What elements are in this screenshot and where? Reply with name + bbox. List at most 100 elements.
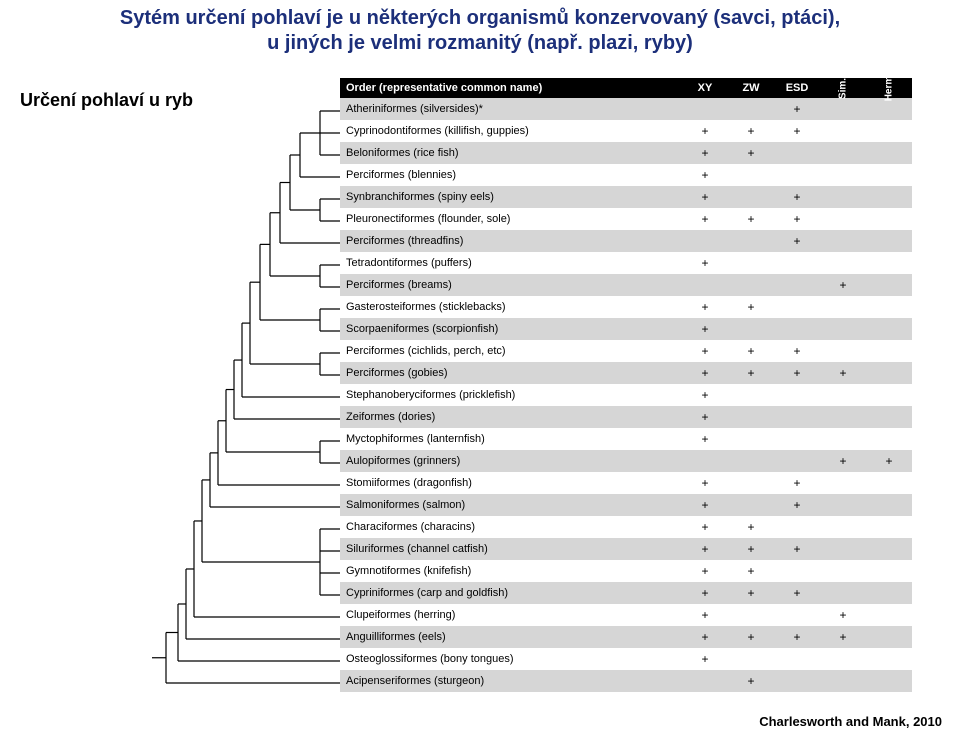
mark-cell <box>866 318 912 340</box>
table-row: Clupeiformes (herring)++ <box>340 604 912 626</box>
mark-cell <box>866 340 912 362</box>
col-sim: Sim. <box>820 78 866 98</box>
mark-cell: + <box>866 450 912 472</box>
mark-cell: + <box>682 428 728 450</box>
mark-cell: + <box>820 604 866 626</box>
table-row: Siluriformes (channel catfish)+++ <box>340 538 912 560</box>
order-name-cell: Zeiformes (dories) <box>340 406 682 428</box>
mark-cell: + <box>774 582 820 604</box>
table-row: Perciformes (breams) + <box>340 274 912 296</box>
mark-cell <box>728 318 774 340</box>
mark-cell <box>820 516 866 538</box>
mark-cell <box>728 384 774 406</box>
mark-cell <box>820 428 866 450</box>
mark-cell: + <box>728 626 774 648</box>
title-line2: u jiných je velmi rozmanitý (např. plazi… <box>267 32 693 54</box>
table-row: Pleuronectiformes (flounder, sole)+++ <box>340 208 912 230</box>
mark-cell <box>820 296 866 318</box>
order-name-cell: Salmoniformes (salmon) <box>340 494 682 516</box>
mark-cell <box>682 450 728 472</box>
mark-cell: + <box>774 472 820 494</box>
order-name-cell: Perciformes (gobies) <box>340 362 682 384</box>
mark-cell <box>820 186 866 208</box>
mark-cell: + <box>774 98 820 120</box>
table-row: Atheriniformes (silversides)*+ <box>340 98 912 120</box>
order-name-cell: Cyprinodontiformes (killifish, guppies) <box>340 120 682 142</box>
mark-cell <box>774 560 820 582</box>
mark-cell <box>682 230 728 252</box>
mark-cell: + <box>682 604 728 626</box>
mark-cell <box>866 142 912 164</box>
order-name-cell: Aulopiformes (grinners) <box>340 450 682 472</box>
mark-cell: + <box>728 340 774 362</box>
mark-cell <box>774 670 820 692</box>
order-name-cell: Perciformes (blennies) <box>340 164 682 186</box>
mark-cell <box>866 648 912 670</box>
mark-cell <box>866 252 912 274</box>
citation: Charlesworth and Mank, 2010 <box>759 714 942 729</box>
table-row: Osteoglossiformes (bony tongues)+ <box>340 648 912 670</box>
mark-cell <box>820 142 866 164</box>
mark-cell <box>866 274 912 296</box>
mark-cell <box>728 406 774 428</box>
mark-cell: + <box>728 120 774 142</box>
table-row: Gasterosteiformes (sticklebacks)++ <box>340 296 912 318</box>
mark-cell: + <box>682 472 728 494</box>
table-row: Gymnotiformes (knifefish)++ <box>340 560 912 582</box>
mark-cell: + <box>728 582 774 604</box>
mark-cell <box>866 604 912 626</box>
order-name-cell: Scorpaeniformes (scorpionfish) <box>340 318 682 340</box>
mark-cell <box>728 450 774 472</box>
mark-cell: + <box>682 186 728 208</box>
table-row: Anguilliformes (eels)++++ <box>340 626 912 648</box>
mark-cell: + <box>728 208 774 230</box>
mark-cell <box>820 670 866 692</box>
table-row: Perciformes (cichlids, perch, etc)+++ <box>340 340 912 362</box>
mark-cell <box>866 362 912 384</box>
table-row: Tetradontiformes (puffers)+ <box>340 252 912 274</box>
order-name-cell: Stephanoberyciformes (pricklefish) <box>340 384 682 406</box>
mark-cell: + <box>682 164 728 186</box>
mark-cell: + <box>682 560 728 582</box>
mark-cell <box>820 538 866 560</box>
mark-cell <box>866 428 912 450</box>
mark-cell <box>728 604 774 626</box>
mark-cell <box>728 164 774 186</box>
mark-cell <box>820 406 866 428</box>
mark-cell: + <box>728 142 774 164</box>
mark-cell <box>728 428 774 450</box>
mark-cell: + <box>728 296 774 318</box>
mark-cell <box>866 296 912 318</box>
mark-cell <box>682 98 728 120</box>
mark-cell <box>820 318 866 340</box>
table-row: Stephanoberyciformes (pricklefish)+ <box>340 384 912 406</box>
mark-cell: + <box>774 362 820 384</box>
col-xy: XY <box>682 78 728 98</box>
mark-cell <box>866 516 912 538</box>
mark-cell <box>866 208 912 230</box>
mark-cell: + <box>682 648 728 670</box>
mark-cell <box>728 648 774 670</box>
table-row: Perciformes (threadfins)+ <box>340 230 912 252</box>
mark-cell: + <box>728 362 774 384</box>
mark-cell: + <box>774 494 820 516</box>
table-row: Scorpaeniformes (scorpionfish)+ <box>340 318 912 340</box>
mark-cell: + <box>682 318 728 340</box>
order-name-cell: Gymnotiformes (knifefish) <box>340 560 682 582</box>
mark-cell: + <box>682 120 728 142</box>
mark-cell <box>820 384 866 406</box>
mark-cell <box>682 670 728 692</box>
mark-cell <box>866 494 912 516</box>
order-name-cell: Tetradontiformes (puffers) <box>340 252 682 274</box>
mark-cell <box>820 472 866 494</box>
table-row: Myctophiformes (lanternfish)+ <box>340 428 912 450</box>
mark-cell: + <box>820 274 866 296</box>
order-name-cell: Gasterosteiformes (sticklebacks) <box>340 296 682 318</box>
mark-cell <box>866 626 912 648</box>
col-esd: ESD <box>774 78 820 98</box>
col-zw: ZW <box>728 78 774 98</box>
mark-cell <box>866 538 912 560</box>
mark-cell: + <box>728 670 774 692</box>
order-name-cell: Perciformes (breams) <box>340 274 682 296</box>
mark-cell <box>774 142 820 164</box>
